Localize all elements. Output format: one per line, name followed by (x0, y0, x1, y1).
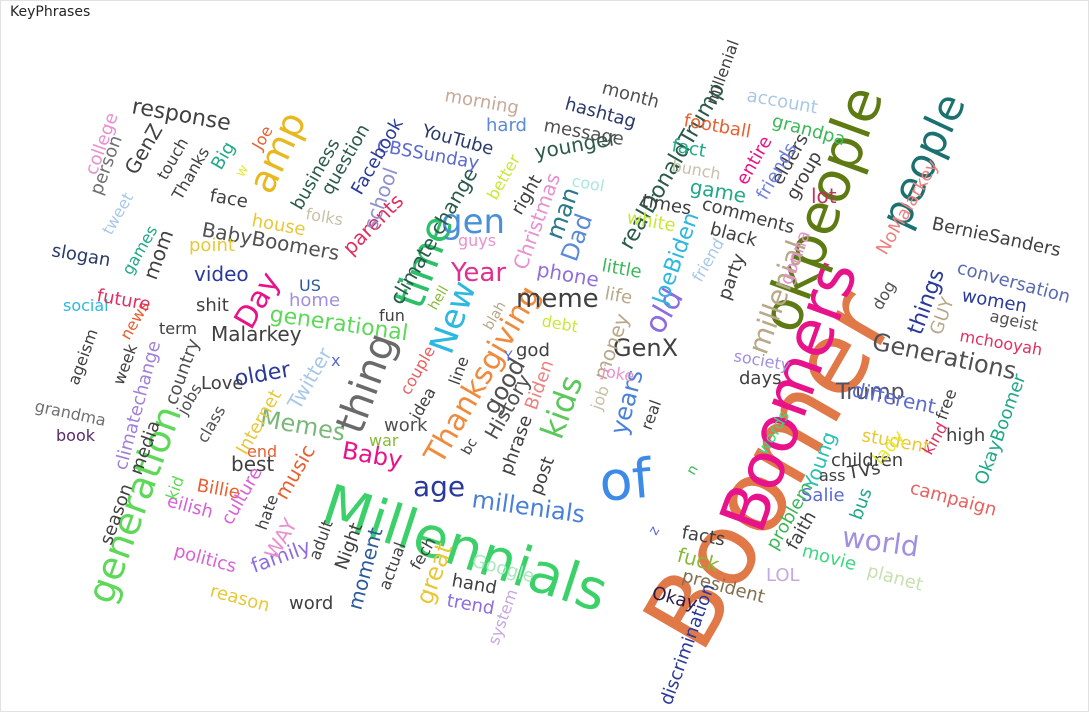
word-year[interactable]: Year (450, 258, 506, 288)
word-high[interactable]: high (946, 425, 985, 446)
word-ageism[interactable]: ageism (64, 326, 102, 387)
word-war[interactable]: war (369, 431, 399, 450)
word-guys[interactable]: guys (458, 231, 496, 250)
word-book[interactable]: book (56, 426, 96, 445)
word-adult[interactable]: adult (305, 518, 337, 563)
word-face[interactable]: face (208, 185, 249, 212)
word-god[interactable]: god (516, 340, 550, 361)
word-little[interactable]: little (600, 255, 643, 283)
word-debt[interactable]: debt (540, 311, 579, 336)
word-of[interactable]: of (597, 446, 656, 513)
word-bus[interactable]: bus (846, 485, 877, 522)
word-class[interactable]: class (193, 402, 229, 446)
word-bc[interactable]: bc (459, 436, 481, 458)
word-hard[interactable]: hard (486, 115, 527, 136)
word-genx[interactable]: GenX (613, 334, 678, 362)
word-free[interactable]: free (932, 386, 961, 422)
word-y[interactable]: Y (503, 349, 513, 365)
word-video[interactable]: video (194, 262, 249, 286)
word-days[interactable]: days (739, 368, 782, 389)
word-end[interactable]: end (247, 442, 277, 461)
word-z[interactable]: z (646, 524, 664, 538)
word-post[interactable]: post (526, 454, 559, 498)
word-grandma[interactable]: grandma (33, 396, 108, 430)
word-best[interactable]: best (231, 452, 274, 476)
word-age[interactable]: age (413, 470, 465, 503)
word-job[interactable]: job (587, 383, 614, 413)
word-millenial[interactable]: millenial (702, 37, 743, 107)
word-word[interactable]: word (289, 593, 333, 614)
word-work[interactable]: work (384, 415, 428, 436)
word-lol[interactable]: LOL (766, 565, 800, 586)
word-gen[interactable]: gen (441, 202, 505, 242)
word-social[interactable]: social (63, 296, 109, 315)
word-salie[interactable]: Salie (801, 485, 845, 506)
word-morning[interactable]: morning (443, 85, 520, 119)
word-slogan[interactable]: slogan (50, 240, 112, 271)
word-tvs[interactable]: TVs (845, 458, 882, 485)
word-fun[interactable]: fun (379, 306, 405, 325)
word-berniesanders[interactable]: BernieSanders (930, 213, 1063, 261)
word-shit[interactable]: shit (196, 295, 229, 316)
word-planet[interactable]: planet (865, 561, 925, 596)
word-trump[interactable]: Trump (835, 380, 905, 405)
word-children[interactable]: children (831, 450, 903, 471)
word-home[interactable]: home (289, 290, 340, 311)
word-love[interactable]: Love (201, 373, 243, 394)
visual-title: KeyPhrases (10, 4, 91, 20)
word-folks[interactable]: folks (304, 204, 344, 229)
word-us[interactable]: US (299, 276, 321, 295)
word-joke[interactable]: joke (599, 361, 636, 386)
word-politics[interactable]: politics (172, 541, 239, 578)
word-life[interactable]: life (603, 283, 634, 308)
word-reason[interactable]: reason (208, 581, 272, 617)
word-lot[interactable]: lot (811, 184, 837, 208)
word-point[interactable]: point (189, 235, 235, 256)
word-ass[interactable]: ass (819, 466, 845, 485)
word-meme[interactable]: meme (516, 284, 599, 314)
word-x[interactable]: x (331, 351, 340, 370)
word-term[interactable]: term (159, 319, 197, 338)
word-malarkey[interactable]: Malarkey (211, 322, 302, 346)
